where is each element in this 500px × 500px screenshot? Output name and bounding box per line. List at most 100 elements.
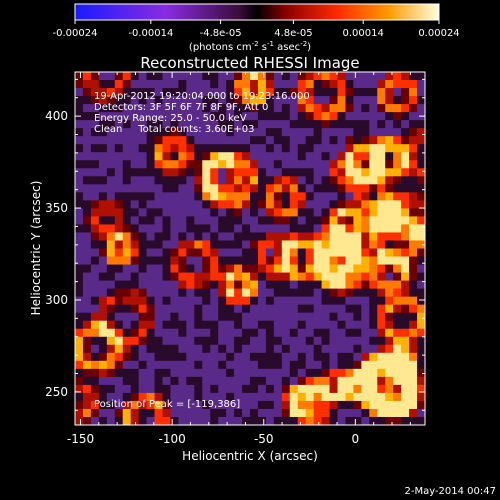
heatmap-cell (273, 160, 283, 169)
heatmap-cell (337, 176, 346, 185)
heatmap-cell (138, 152, 148, 161)
heatmap-cell (297, 400, 307, 410)
heatmap-cell (234, 272, 243, 282)
heatmap-cell (329, 360, 338, 370)
heatmap-cell (417, 344, 425, 354)
heatmap-cell (234, 72, 243, 81)
heatmap-cell (90, 136, 100, 145)
heatmap-cell (321, 208, 331, 217)
heatmap-cell (345, 288, 354, 298)
heatmap-cell (210, 368, 219, 378)
heatmap-cell (202, 104, 211, 113)
heatmap-cell (90, 416, 100, 425)
heatmap-cell (329, 280, 338, 290)
heatmap-cell (305, 192, 315, 201)
heatmap-cell (409, 296, 418, 306)
heatmap-cell (345, 392, 354, 402)
heatmap-cell (345, 384, 354, 394)
heatmap-cell (138, 280, 148, 290)
heatmap-cell (369, 88, 378, 97)
heatmap-cell (265, 352, 275, 362)
heatmap-cell (337, 128, 346, 137)
heatmap-cell (281, 152, 291, 161)
heatmap-cell (98, 392, 108, 402)
heatmap-cell (82, 320, 92, 330)
heatmap-cell (178, 296, 187, 306)
heatmap-cell (186, 120, 195, 129)
heatmap-cell (154, 152, 163, 161)
heatmap-cell (385, 296, 394, 306)
heatmap-cell (98, 224, 108, 233)
heatmap-cell (337, 184, 346, 193)
heatmap-cell (417, 336, 425, 346)
heatmap-cell (75, 232, 84, 241)
heatmap-cell (146, 168, 156, 177)
heatmap-cell (226, 272, 235, 282)
heatmap-cell (273, 176, 283, 185)
heatmap-cell (257, 328, 267, 338)
heatmap-cell (385, 416, 394, 425)
heatmap-cell (98, 336, 108, 346)
heatmap-cell (178, 400, 187, 410)
x-tick-label: 0 (352, 432, 360, 446)
heatmap-cell (353, 376, 362, 386)
heatmap-cell (321, 80, 331, 89)
heatmap-cell (329, 112, 338, 121)
heatmap-cell (154, 256, 163, 266)
heatmap-cell (98, 88, 108, 97)
heatmap-cell (114, 152, 124, 161)
heatmap-cell (90, 304, 100, 314)
heatmap-cell (226, 192, 235, 201)
heatmap-cell (170, 336, 179, 346)
heatmap-cell (170, 208, 179, 217)
heatmap-cell (297, 104, 307, 113)
heatmap-cell (194, 376, 203, 386)
heatmap-cell (337, 104, 346, 113)
heatmap-cell (202, 88, 211, 97)
heatmap-cell (417, 248, 425, 258)
heatmap-cell (122, 176, 132, 185)
heatmap-cell (122, 328, 132, 338)
heatmap-cell (75, 240, 84, 249)
heatmap-cell (146, 144, 156, 153)
heatmap-cell (257, 152, 267, 161)
heatmap-cell (401, 400, 410, 410)
heatmap-cell (210, 328, 219, 338)
heatmap-cell (178, 392, 187, 402)
heatmap-cell (377, 400, 386, 410)
heatmap-cell (321, 272, 331, 282)
heatmap-cell (170, 288, 179, 298)
heatmap-cell (385, 384, 394, 394)
heatmap-cell (417, 376, 425, 386)
heatmap-cell (186, 224, 195, 233)
heatmap-cell (186, 416, 195, 425)
heatmap-cell (194, 136, 203, 145)
heatmap-cell (162, 120, 171, 129)
heatmap-cell (210, 376, 219, 386)
heatmap-cell (393, 192, 402, 201)
heatmap-cell (202, 168, 211, 177)
heatmap-cell (297, 248, 307, 258)
heatmap-cell (138, 344, 148, 354)
heatmap-cell (186, 72, 195, 81)
heatmap-cell (202, 416, 211, 425)
heatmap-cell (281, 376, 291, 386)
heatmap-cell (138, 112, 148, 121)
y-tick-label: 400 (45, 109, 68, 123)
heatmap-cell (409, 120, 418, 129)
heatmap-cell (242, 200, 251, 209)
heatmap-cell (401, 136, 410, 145)
heatmap-cell (401, 168, 410, 177)
heatmap-cell (250, 368, 259, 378)
heatmap-cell (305, 320, 315, 330)
heatmap-cell (130, 280, 140, 290)
heatmap-cell (393, 336, 402, 346)
heatmap-cell (297, 200, 307, 209)
heatmap-cell (226, 216, 235, 225)
heatmap-cell (345, 264, 354, 274)
heatmap-cell (162, 376, 171, 386)
heatmap-cell (114, 384, 124, 394)
heatmap-cell (138, 248, 148, 258)
heatmap-cell (377, 128, 386, 137)
heatmap-cell (257, 288, 267, 298)
